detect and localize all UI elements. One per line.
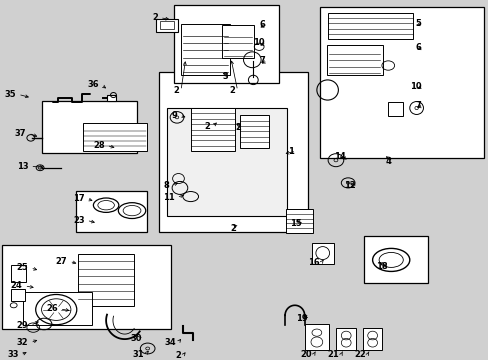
- Text: 4: 4: [385, 157, 390, 166]
- Bar: [285, 209, 312, 233]
- Text: 18: 18: [375, 262, 386, 271]
- Text: 13: 13: [17, 162, 28, 171]
- Text: 30: 30: [130, 334, 142, 343]
- Text: 28: 28: [93, 141, 104, 150]
- Text: 2: 2: [175, 351, 181, 360]
- Text: 2: 2: [230, 224, 236, 233]
- Text: 33: 33: [7, 351, 19, 359]
- Text: 31: 31: [132, 350, 143, 359]
- Bar: [304, 324, 328, 350]
- Bar: [83, 123, 146, 151]
- Bar: [76, 191, 146, 232]
- Text: 25: 25: [17, 264, 28, 272]
- Bar: [326, 45, 382, 75]
- Bar: [181, 24, 229, 75]
- Bar: [387, 102, 402, 116]
- Bar: [327, 13, 412, 39]
- Bar: [23, 292, 92, 325]
- Text: 6: 6: [415, 43, 421, 52]
- Bar: [320, 7, 483, 158]
- Text: 2: 2: [173, 86, 179, 95]
- Bar: [11, 289, 25, 301]
- Text: 15: 15: [290, 219, 302, 228]
- Text: 20: 20: [300, 350, 311, 359]
- Text: 8: 8: [163, 180, 169, 189]
- Bar: [364, 236, 427, 283]
- Text: 22: 22: [353, 350, 365, 359]
- Bar: [11, 265, 26, 282]
- Text: 23: 23: [73, 216, 84, 225]
- Text: 10: 10: [409, 82, 421, 91]
- Bar: [159, 72, 307, 232]
- Bar: [2, 245, 171, 329]
- Text: 7: 7: [415, 102, 421, 110]
- Text: 10: 10: [252, 38, 264, 47]
- Text: 21: 21: [327, 350, 339, 359]
- Text: 2: 2: [229, 86, 235, 95]
- Text: 17: 17: [73, 194, 84, 203]
- Text: 26: 26: [46, 305, 58, 313]
- Bar: [173, 5, 278, 83]
- Text: 24: 24: [11, 282, 22, 290]
- Text: 7: 7: [259, 56, 265, 65]
- Text: 3: 3: [222, 72, 227, 81]
- Bar: [160, 21, 173, 29]
- Text: 35: 35: [4, 90, 16, 99]
- Text: 6: 6: [259, 20, 265, 29]
- Text: 36: 36: [87, 80, 99, 89]
- Bar: [311, 243, 333, 264]
- Bar: [239, 115, 268, 148]
- Text: 2: 2: [204, 122, 210, 131]
- Bar: [336, 328, 355, 350]
- Bar: [41, 101, 137, 153]
- Text: 1: 1: [288, 147, 294, 156]
- Bar: [167, 108, 286, 216]
- Text: 19: 19: [296, 315, 307, 323]
- Text: 32: 32: [17, 338, 28, 347]
- Text: 2: 2: [152, 13, 158, 22]
- Text: 5: 5: [415, 18, 421, 27]
- Text: 29: 29: [17, 321, 28, 330]
- Text: 37: 37: [15, 129, 26, 138]
- Text: 34: 34: [164, 338, 176, 347]
- Bar: [106, 95, 116, 101]
- Text: 11: 11: [163, 193, 174, 202]
- Bar: [222, 25, 254, 58]
- Bar: [156, 19, 177, 32]
- Bar: [190, 108, 234, 151]
- Text: 14: 14: [334, 153, 346, 161]
- Text: 12: 12: [344, 181, 355, 190]
- Text: 16: 16: [307, 258, 319, 267]
- Text: 9: 9: [171, 111, 177, 120]
- Text: 2: 2: [235, 123, 241, 132]
- Text: 27: 27: [56, 257, 67, 266]
- Bar: [362, 328, 382, 350]
- Bar: [78, 254, 134, 306]
